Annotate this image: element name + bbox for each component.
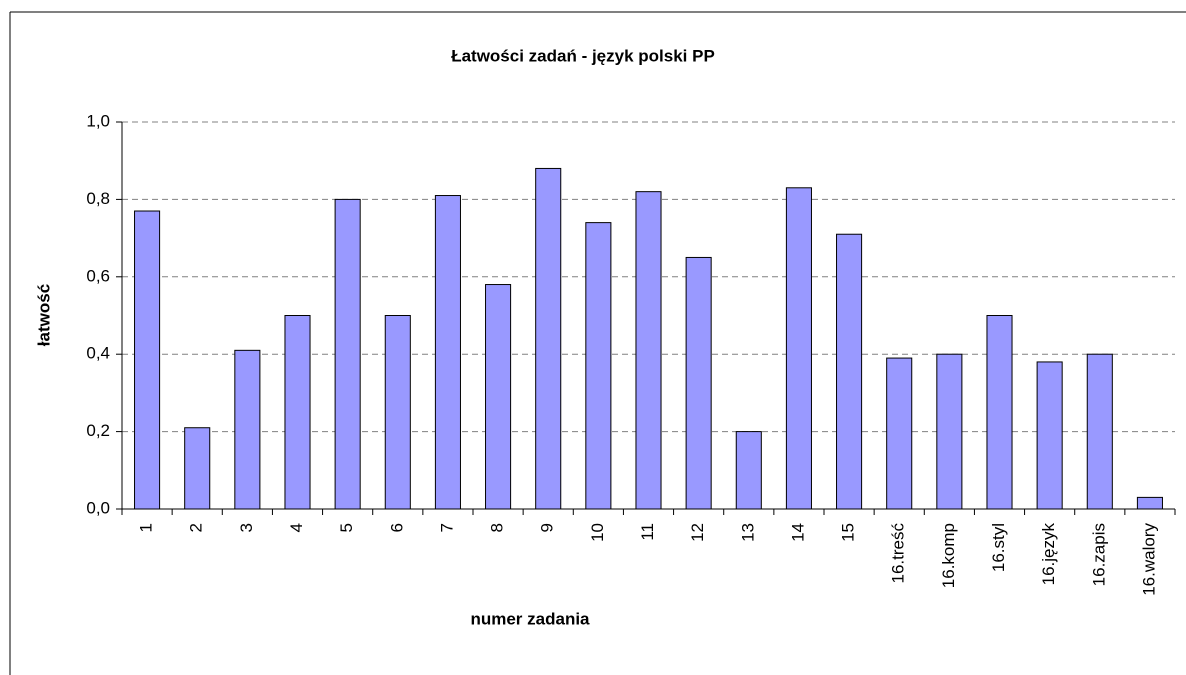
x-tick-label: 7 — [437, 523, 456, 532]
bar — [1136, 496, 1163, 510]
x-tick-label: 16.styl — [989, 523, 1008, 572]
y-tick-label: 0,0 — [86, 498, 110, 517]
bar — [836, 233, 863, 510]
y-tick-label: 0,6 — [86, 266, 110, 285]
x-tick-label: 4 — [287, 523, 306, 532]
bar — [284, 315, 311, 510]
bar — [485, 284, 512, 510]
x-tick-label: 3 — [237, 523, 256, 532]
x-tick-label: 2 — [187, 523, 206, 532]
bar — [735, 431, 762, 510]
bar — [184, 427, 211, 510]
bar — [936, 353, 963, 510]
bar — [384, 315, 411, 510]
bar — [134, 210, 161, 510]
x-tick-label: 14 — [788, 523, 807, 542]
x-axis-label: numer zadania — [470, 609, 590, 628]
bar — [1036, 361, 1063, 510]
bar — [334, 198, 361, 510]
bar — [1086, 353, 1113, 510]
x-tick-label: 1 — [137, 523, 156, 532]
bar — [585, 222, 612, 510]
x-tick-label: 11 — [638, 523, 657, 541]
x-tick-label: 9 — [538, 523, 557, 532]
y-tick-label: 0,2 — [86, 421, 110, 440]
bar — [886, 357, 913, 510]
y-tick-label: 0,8 — [86, 189, 110, 208]
x-tick-label: 8 — [488, 523, 507, 532]
y-tick-label: 1,0 — [86, 111, 110, 130]
bar — [635, 191, 662, 510]
bar — [986, 315, 1013, 510]
x-tick-label: 15 — [839, 523, 858, 542]
bar — [434, 195, 461, 510]
x-tick-label: 12 — [688, 523, 707, 542]
bar — [685, 256, 712, 510]
y-axis-label: łatwość — [34, 284, 53, 346]
x-tick-label: 16.zapis — [1089, 523, 1108, 586]
x-tick-label: 16.treść — [889, 523, 908, 584]
x-tick-label: 5 — [337, 523, 356, 532]
x-tick-label: 16.walory — [1139, 523, 1158, 596]
x-tick-label: 16.język — [1039, 523, 1058, 586]
chart-title: Łatwości zadań - język polski PP — [451, 46, 715, 65]
bar — [785, 187, 812, 510]
y-tick-label: 0,4 — [86, 344, 110, 363]
x-tick-label: 16.komp — [939, 523, 958, 588]
x-tick-label: 6 — [387, 523, 406, 532]
x-tick-label: 10 — [588, 523, 607, 542]
bar — [234, 349, 261, 510]
x-tick-label: 13 — [738, 523, 757, 542]
bar — [535, 167, 562, 510]
